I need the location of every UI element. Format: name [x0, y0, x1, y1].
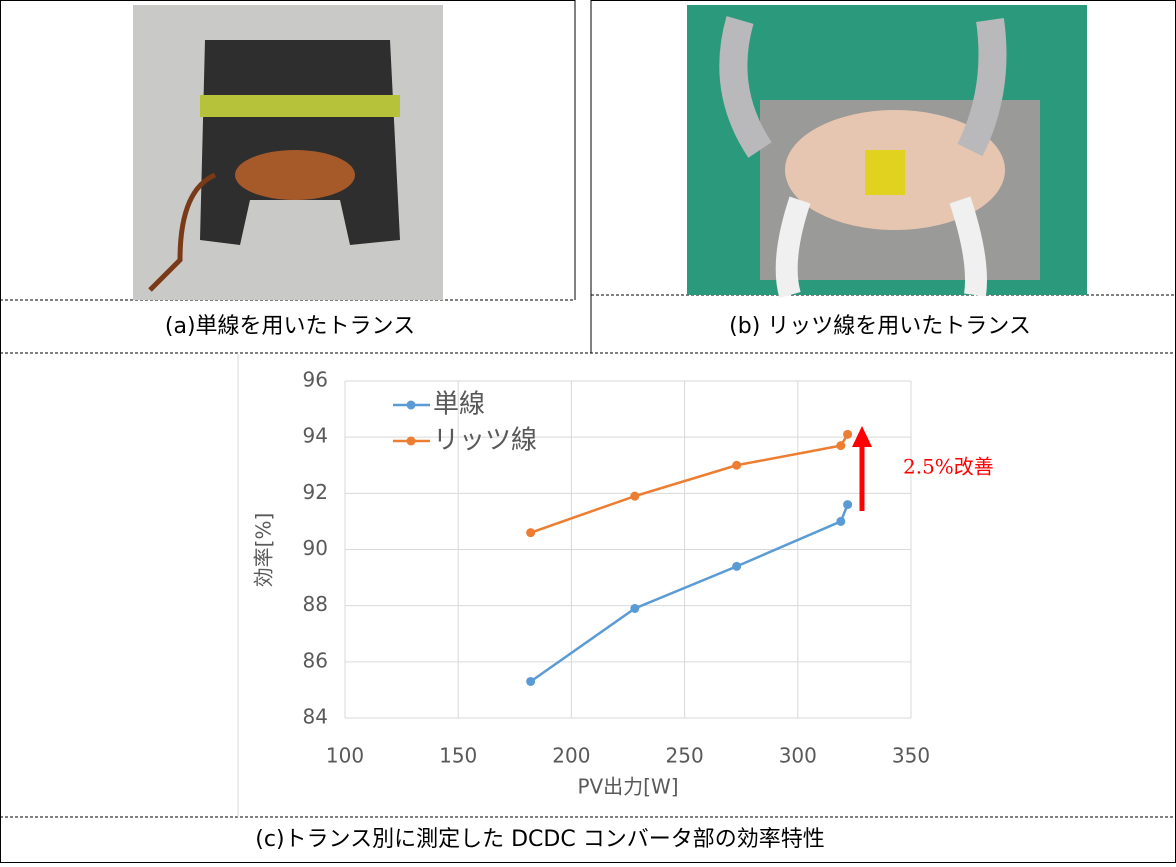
x-tick-label: 250 [666, 744, 704, 768]
caption: (c)トランス別に測定した DCDC コンバータ部の効率特性 [255, 827, 824, 852]
y-tick-label: 86 [303, 648, 328, 672]
y-tick-label: 84 [303, 705, 328, 729]
data-point [843, 500, 853, 510]
legend-swatch [406, 400, 416, 410]
data-point [836, 516, 846, 526]
photo-litz-wire [687, 5, 1087, 299]
y-tick-label: 90 [303, 536, 328, 560]
legend-swatch [406, 436, 416, 446]
y-tick-label: 92 [303, 480, 328, 504]
series-line [529, 504, 849, 683]
data-point [732, 561, 742, 571]
series-line [530, 433, 849, 534]
data-point [630, 603, 640, 613]
x-tick-label: 150 [439, 744, 477, 768]
data-point [526, 676, 536, 686]
x-tick-label: 200 [552, 744, 590, 768]
x-axis-title: PV出力[W] [577, 775, 678, 799]
y-axis-title: 効率[%] [252, 513, 276, 588]
y-tick-label: 88 [303, 592, 328, 616]
photo-single-wire [133, 5, 443, 300]
caption: (a)単線を用いたトランス [165, 314, 415, 339]
data-point [630, 491, 640, 501]
data-point [732, 460, 742, 470]
caption: (b) リッツ線を用いたトランス [729, 314, 1031, 339]
x-tick-label: 350 [892, 744, 930, 768]
annotation-arrowhead [852, 426, 872, 447]
x-tick-label: 100 [326, 744, 364, 768]
y-tick-label: 96 [303, 368, 328, 392]
annotation: 2.5%改善 [903, 455, 994, 479]
x-tick-label: 300 [779, 744, 817, 768]
legend-label: リッツ線 [433, 426, 537, 456]
y-tick-label: 94 [303, 424, 328, 448]
data-point [836, 441, 846, 451]
legend-label: 単線 [433, 390, 485, 420]
data-point [526, 528, 536, 538]
data-point [843, 429, 853, 439]
